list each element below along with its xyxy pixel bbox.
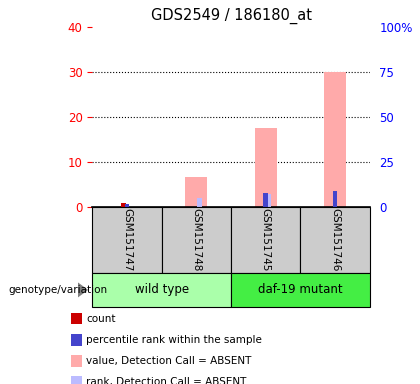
Text: percentile rank within the sample: percentile rank within the sample <box>86 335 262 345</box>
Bar <box>231 207 300 273</box>
Bar <box>231 273 370 307</box>
Text: genotype/variation: genotype/variation <box>8 285 108 295</box>
Text: GSM151747: GSM151747 <box>122 208 132 272</box>
Text: value, Detection Call = ABSENT: value, Detection Call = ABSENT <box>86 356 252 366</box>
Bar <box>125 204 129 207</box>
Bar <box>300 207 370 273</box>
Text: GSM151748: GSM151748 <box>192 208 201 272</box>
Bar <box>92 207 162 273</box>
Bar <box>263 193 268 207</box>
Text: rank, Detection Call = ABSENT: rank, Detection Call = ABSENT <box>86 377 247 384</box>
Text: daf-19 mutant: daf-19 mutant <box>258 283 343 296</box>
Text: wild type: wild type <box>135 283 189 296</box>
Text: GSM151746: GSM151746 <box>330 208 340 272</box>
Bar <box>121 203 126 207</box>
Bar <box>92 273 231 307</box>
Bar <box>266 194 271 207</box>
Bar <box>324 72 346 207</box>
Polygon shape <box>78 282 88 298</box>
Title: GDS2549 / 186180_at: GDS2549 / 186180_at <box>150 8 312 24</box>
Text: count: count <box>86 314 116 324</box>
Bar <box>185 177 207 207</box>
Bar <box>333 191 337 207</box>
Bar <box>255 128 277 207</box>
Bar <box>197 198 202 207</box>
Bar <box>162 207 231 273</box>
Text: GSM151745: GSM151745 <box>261 208 270 272</box>
